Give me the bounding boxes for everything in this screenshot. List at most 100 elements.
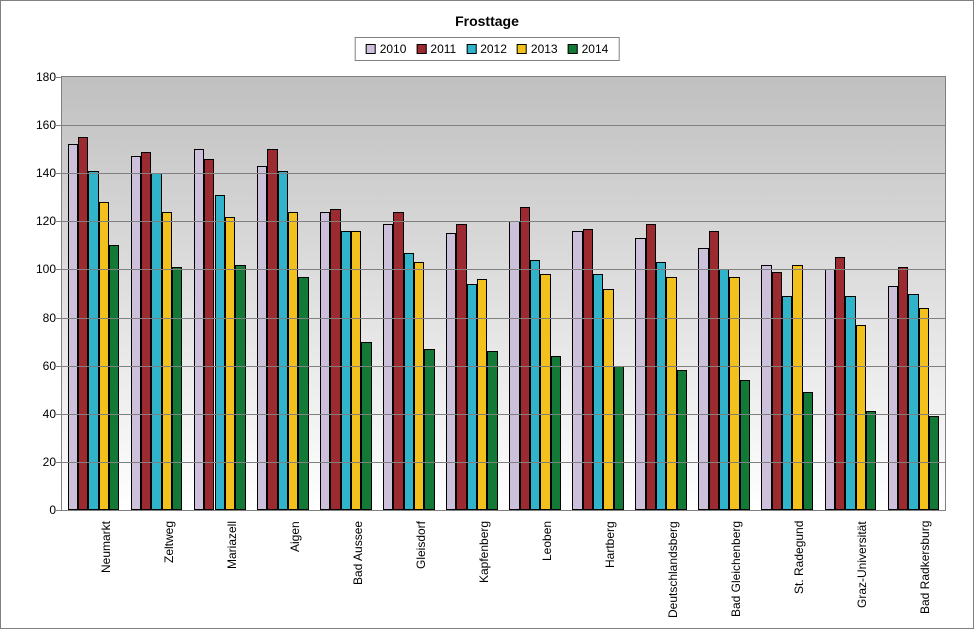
bar [635, 238, 645, 510]
chart-container: Frosttage 20102011201220132014 020406080… [0, 0, 974, 629]
bar [456, 224, 466, 510]
gridline [62, 366, 945, 367]
bar [583, 229, 593, 510]
y-tick-label: 20 [43, 455, 56, 469]
bars-layer [62, 77, 945, 510]
chart-title: Frosttage [1, 13, 973, 29]
bar [383, 224, 393, 510]
bar [551, 356, 561, 510]
x-tick-label: Kapfenberg [477, 521, 491, 583]
x-tick-label: Hartberg [603, 521, 617, 568]
y-tick-mark [56, 77, 62, 78]
bar [341, 231, 351, 510]
bar [330, 209, 340, 510]
bar [719, 269, 729, 510]
x-tick-label: Zeltweg [162, 521, 176, 563]
bar [677, 370, 687, 510]
bar [656, 262, 666, 510]
x-tick-label: Graz-Universität [855, 521, 869, 608]
gridline [62, 125, 945, 126]
bar [761, 265, 771, 510]
bar [235, 265, 245, 510]
y-tick-mark [56, 125, 62, 126]
y-tick-mark [56, 318, 62, 319]
bar [320, 212, 330, 510]
legend-label: 2014 [582, 42, 609, 56]
y-tick-label: 0 [49, 503, 56, 517]
bar [530, 260, 540, 510]
bar [351, 231, 361, 510]
y-tick-mark [56, 221, 62, 222]
bar [151, 173, 161, 510]
y-tick-mark [56, 462, 62, 463]
bar [446, 233, 456, 510]
bar [593, 274, 603, 510]
bar [404, 253, 414, 510]
bar [487, 351, 497, 510]
bar [825, 269, 835, 510]
x-tick-label: Bad Radkersburg [918, 521, 932, 614]
gridline [62, 221, 945, 222]
bar [267, 149, 277, 510]
y-tick-label: 40 [43, 407, 56, 421]
bar [204, 159, 214, 510]
bar [603, 289, 613, 510]
legend-swatch [416, 44, 426, 54]
bar [194, 149, 204, 510]
bar [898, 267, 908, 510]
y-tick-mark [56, 269, 62, 270]
bar [782, 296, 792, 510]
bar [845, 296, 855, 510]
gridline [62, 318, 945, 319]
gridline [62, 173, 945, 174]
legend-label: 2013 [531, 42, 558, 56]
legend-swatch [366, 44, 376, 54]
y-tick-mark [56, 414, 62, 415]
bar [792, 265, 802, 510]
bar [172, 267, 182, 510]
bar [141, 152, 151, 510]
bar [393, 212, 403, 510]
bar [99, 202, 109, 510]
gridline [62, 269, 945, 270]
bar [572, 231, 582, 510]
y-tick-label: 180 [36, 70, 56, 84]
bar [361, 342, 371, 510]
bar [414, 262, 424, 510]
bar [477, 279, 487, 510]
y-tick-mark [56, 366, 62, 367]
x-tick-label: Neumarkt [99, 521, 113, 573]
bar [698, 248, 708, 510]
bar [929, 416, 939, 510]
bar [225, 217, 235, 510]
bar [162, 212, 172, 510]
x-tick-label: Deutschlandsberg [666, 521, 680, 618]
bar [68, 144, 78, 510]
x-tick-label: Bad Aussee [351, 521, 365, 585]
x-tick-label: Bad Gleichenberg [729, 521, 743, 617]
bar [614, 366, 624, 510]
bar [772, 272, 782, 510]
legend-item: 2014 [568, 42, 609, 56]
bar [646, 224, 656, 510]
bar [803, 392, 813, 510]
y-tick-label: 80 [43, 311, 56, 325]
bar [298, 277, 308, 510]
bar [257, 166, 267, 510]
legend-swatch [517, 44, 527, 54]
bar [709, 231, 719, 510]
x-tick-label: Mariazell [225, 521, 239, 569]
plot-area: 020406080100120140160180 [61, 76, 946, 511]
bar [540, 274, 550, 510]
legend-swatch [568, 44, 578, 54]
y-tick-label: 160 [36, 118, 56, 132]
legend-item: 2010 [366, 42, 407, 56]
legend-swatch [466, 44, 476, 54]
x-tick-label: Leoben [540, 521, 554, 561]
y-tick-label: 140 [36, 166, 56, 180]
y-tick-label: 100 [36, 262, 56, 276]
bar [520, 207, 530, 510]
gridline [62, 414, 945, 415]
bar [131, 156, 141, 510]
legend-item: 2013 [517, 42, 558, 56]
